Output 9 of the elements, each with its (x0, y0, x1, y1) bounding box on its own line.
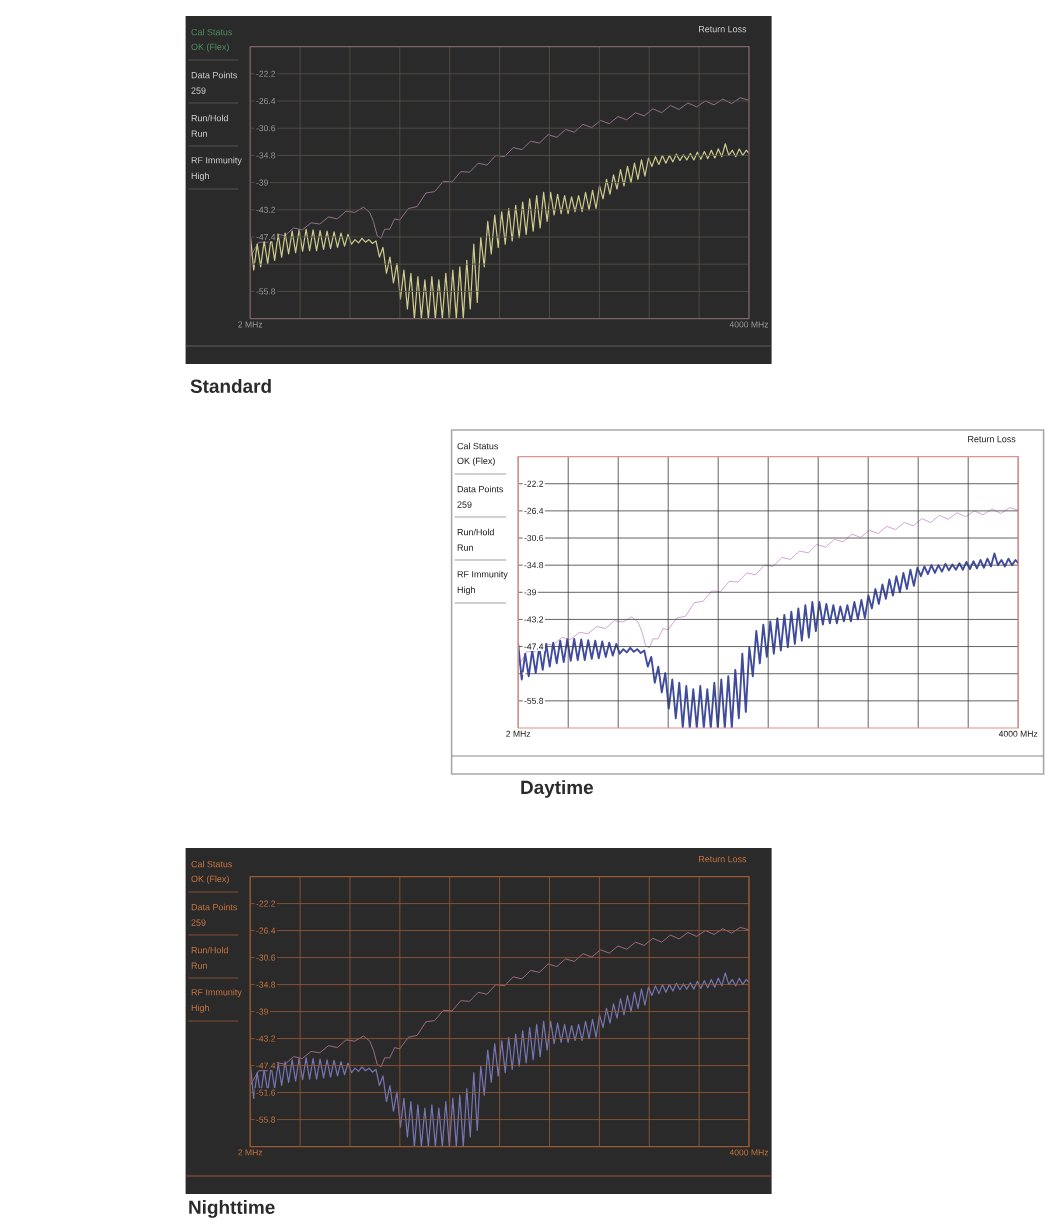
line-series (250, 143, 750, 319)
line-series (250, 926, 750, 1086)
text: Daytime (521, 780, 594, 798)
text: Standard (190, 379, 271, 393)
line-series (518, 507, 1019, 668)
text: Nighttime (189, 1200, 275, 1218)
line-series (250, 972, 750, 1147)
line-series (250, 97, 750, 258)
line-series (518, 552, 1019, 728)
